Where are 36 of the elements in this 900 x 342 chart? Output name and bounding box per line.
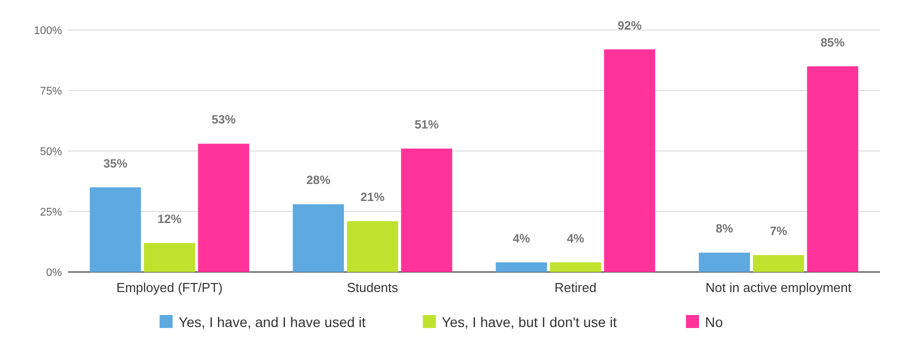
y-tick-label: 75%	[40, 86, 62, 98]
bar	[698, 252, 750, 272]
data-label: 35%	[103, 156, 128, 170]
x-tick-label: Not in active employment	[706, 280, 852, 295]
y-tick-label: 50%	[40, 146, 62, 158]
bar	[496, 262, 547, 272]
data-label: 92%	[618, 18, 642, 32]
data-label: 8%	[716, 222, 734, 236]
legend-label: No	[705, 314, 724, 330]
bar	[144, 242, 196, 272]
x-tick-label: Employed (FT/PT)	[116, 280, 223, 295]
legend-label: Yes, I have, and I have used it	[178, 314, 366, 330]
legend-label: Yes, I have, but I don't use it	[442, 314, 617, 330]
data-label: 7%	[770, 224, 788, 238]
data-label: 51%	[414, 118, 439, 132]
bar	[752, 255, 804, 272]
x-tick-label: Students	[346, 280, 399, 295]
data-label: 12%	[157, 212, 182, 226]
y-tick-label: 0%	[46, 267, 62, 279]
data-label: 28%	[306, 173, 331, 188]
data-label: 53%	[212, 112, 236, 127]
data-label: 21%	[360, 190, 385, 204]
bar	[807, 66, 858, 272]
data-label: 4%	[566, 231, 584, 246]
bar	[198, 144, 250, 272]
y-tick-label: 25%	[40, 206, 62, 218]
bar	[604, 49, 656, 272]
data-label: 4%	[512, 231, 530, 246]
x-tick-label: Retired	[554, 280, 596, 295]
bar	[292, 204, 344, 272]
bar	[346, 221, 398, 272]
y-tick-label: 100%	[34, 25, 62, 37]
bar	[401, 148, 452, 272]
data-label: 85%	[820, 35, 845, 50]
bar	[90, 187, 141, 272]
bar	[550, 262, 602, 272]
